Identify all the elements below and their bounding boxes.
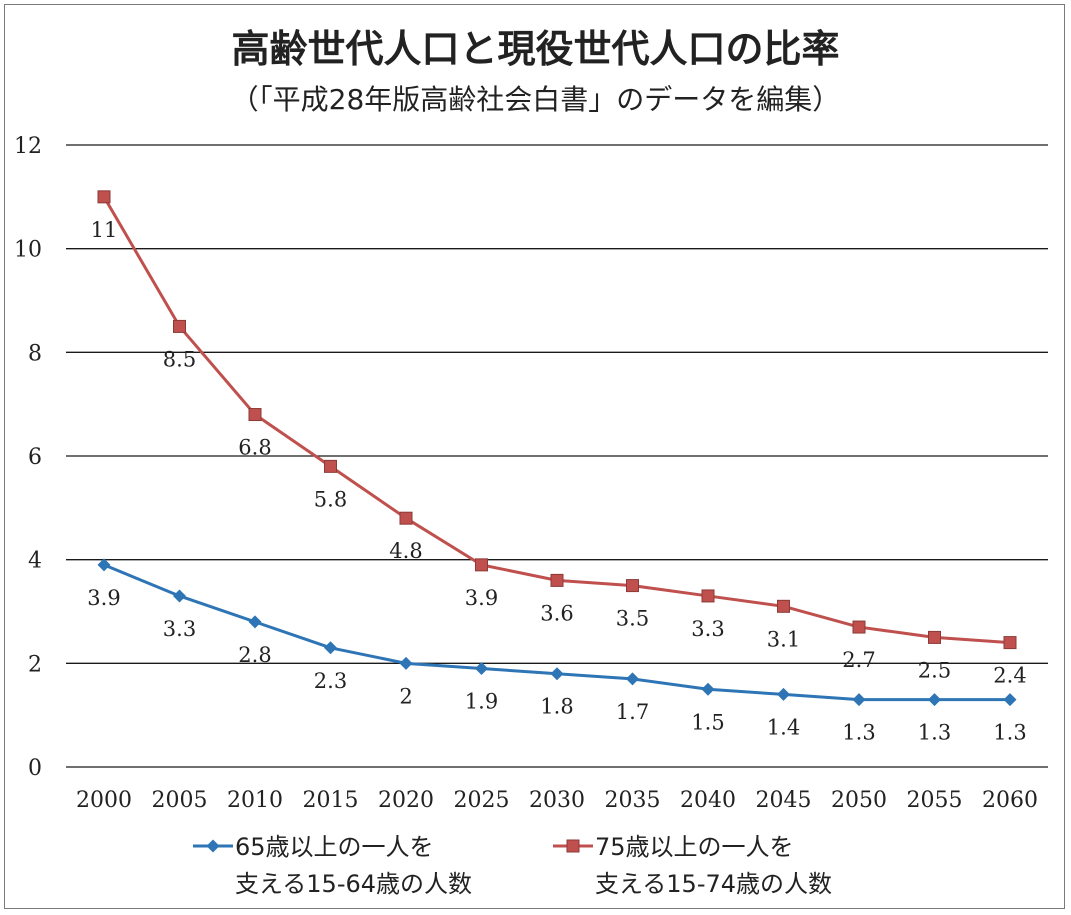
data-point-square (399, 511, 413, 525)
data-point-diamond (475, 662, 488, 676)
gridlines (66, 144, 1048, 768)
data-label: 2.5 (918, 658, 951, 682)
data-point-diamond (248, 615, 262, 629)
legend-label-line2: 支える15-74歳の人数 (595, 870, 832, 898)
y-tick-label: 12 (14, 134, 42, 159)
data-point-square (475, 558, 488, 572)
y-tick-label: 4 (28, 549, 42, 574)
x-tick-label: 2035 (605, 788, 661, 813)
x-tick-label: 2000 (76, 788, 132, 813)
data-point-diamond (97, 558, 111, 572)
data-point-diamond (173, 589, 186, 603)
data-label: 4.8 (389, 539, 422, 563)
data-point-square (248, 408, 262, 422)
data-label: 3.5 (616, 607, 649, 631)
x-tick-label: 2060 (982, 788, 1038, 813)
data-label: 1.4 (767, 715, 800, 739)
data-point-square (1003, 636, 1017, 650)
data-point-diamond (324, 641, 337, 655)
series-markers (97, 190, 1017, 707)
data-label: 3.6 (540, 601, 573, 625)
data-point-square (701, 589, 715, 603)
data-label: 1.3 (918, 721, 951, 745)
x-tick-label: 2020 (378, 788, 434, 813)
legend-label-line1: 65歳以上の一人を (235, 833, 434, 861)
data-label: 2 (399, 684, 412, 708)
data-label: 2.3 (314, 669, 347, 693)
data-label: 1.3 (993, 721, 1026, 745)
x-tick-label: 2010 (227, 788, 283, 813)
x-tick-label: 2005 (152, 788, 208, 813)
data-label: 1.5 (691, 710, 724, 734)
legend-marker (566, 839, 580, 853)
data-label: 2.7 (842, 648, 875, 672)
x-tick-label: 2025 (454, 788, 510, 813)
data-point-square (173, 319, 186, 333)
data-labels: 3.9 3.3 2.8 2.3 2 1.9 1.8 1.7 1.5 1.4 1.3 1.3 1.3 11 8… (87, 218, 1026, 745)
data-point-diamond (626, 672, 639, 686)
legend-label-line1: 75歳以上の一人を (595, 833, 794, 861)
data-label: 1.7 (616, 700, 649, 724)
data-point-diamond (701, 682, 715, 696)
data-point-diamond (777, 687, 790, 701)
data-point-diamond (1003, 693, 1017, 707)
x-tick-label: 2040 (680, 788, 736, 813)
x-tick-label: 2030 (529, 788, 585, 813)
y-tick-label: 8 (28, 341, 42, 366)
data-label: 1.9 (465, 690, 498, 714)
x-tick-label: 2015 (303, 788, 359, 813)
x-tick-label: 2055 (907, 788, 963, 813)
chart-subtitle: （「平成28年版高齢社会白書」のデータを編集） (230, 83, 841, 116)
data-point-square (97, 190, 111, 204)
data-point-square (550, 573, 564, 587)
data-label: 8.5 (163, 347, 196, 371)
y-tick-label: 6 (28, 445, 42, 470)
legend-label-line2: 支える15-64歳の人数 (235, 870, 472, 898)
data-point-diamond (550, 667, 564, 681)
data-label: 2.8 (238, 643, 271, 667)
data-label: 2.4 (993, 664, 1026, 688)
y-axis-ticks: 0 2 4 6 8 10 12 (14, 134, 42, 781)
x-tick-label: 2050 (831, 788, 887, 813)
data-label: 3.9 (87, 586, 120, 610)
data-point-diamond (928, 693, 941, 707)
data-label: 11 (91, 218, 118, 242)
data-point-diamond (852, 693, 866, 707)
data-point-square (852, 620, 866, 634)
y-tick-label: 10 (14, 238, 42, 263)
data-point-square (777, 599, 790, 613)
data-label: 3.9 (465, 586, 498, 610)
data-point-diamond (399, 656, 413, 670)
data-label: 3.1 (767, 627, 800, 651)
data-label: 6.8 (238, 436, 271, 460)
chart-title: 高齢世代人口と現役世代人口の比率 (231, 27, 840, 71)
x-tick-label: 2045 (756, 788, 812, 813)
data-label: 3.3 (691, 617, 724, 641)
data-point-square (626, 579, 639, 593)
data-label: 1.3 (842, 721, 875, 745)
y-tick-label: 0 (28, 756, 42, 781)
x-axis-ticks: 2000 2005 2010 2015 2020 2025 2030 2035 2040 2045… (76, 788, 1038, 813)
data-label: 1.8 (540, 695, 573, 719)
legend-marker (206, 839, 220, 853)
data-label: 3.3 (163, 617, 196, 641)
data-point-square (324, 459, 337, 473)
data-label: 5.8 (314, 487, 347, 511)
y-tick-label: 2 (28, 652, 42, 677)
data-point-square (928, 630, 941, 644)
